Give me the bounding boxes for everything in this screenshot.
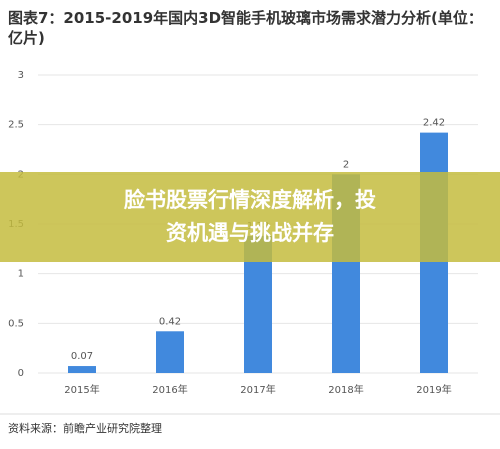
- y-tick-label: 3: [18, 70, 24, 81]
- chart-title: 图表7：2015-2019年国内3D智能手机玻璃市场需求潜力分析(单位：亿片): [8, 9, 483, 47]
- banner-text: 脸书股票行情深度解析，投资机遇与挑战并存: [124, 188, 376, 245]
- value-label: 0.07: [71, 351, 93, 362]
- x-tick-label: 2016年: [152, 383, 187, 396]
- x-tick-label: 2019年: [416, 383, 451, 396]
- x-tick-label: 2015年: [64, 383, 99, 396]
- bar: [156, 331, 184, 373]
- y-tick-label: 0: [18, 368, 24, 379]
- banner: 脸书股票行情深度解析，投资机遇与挑战并存: [0, 172, 500, 262]
- x-tick-label: 2017年: [240, 383, 275, 396]
- value-label: 2.42: [423, 118, 445, 129]
- y-tick-label: 0.5: [8, 318, 24, 329]
- y-tick-label: 1: [18, 269, 24, 280]
- y-tick-label: 2.5: [8, 120, 24, 131]
- value-label: 2: [343, 159, 349, 170]
- bar: [68, 366, 96, 373]
- source: 资料来源：前瞻产业研究院整理: [8, 421, 162, 435]
- value-label: 0.42: [159, 316, 181, 327]
- x-tick-label: 2018年: [328, 383, 363, 396]
